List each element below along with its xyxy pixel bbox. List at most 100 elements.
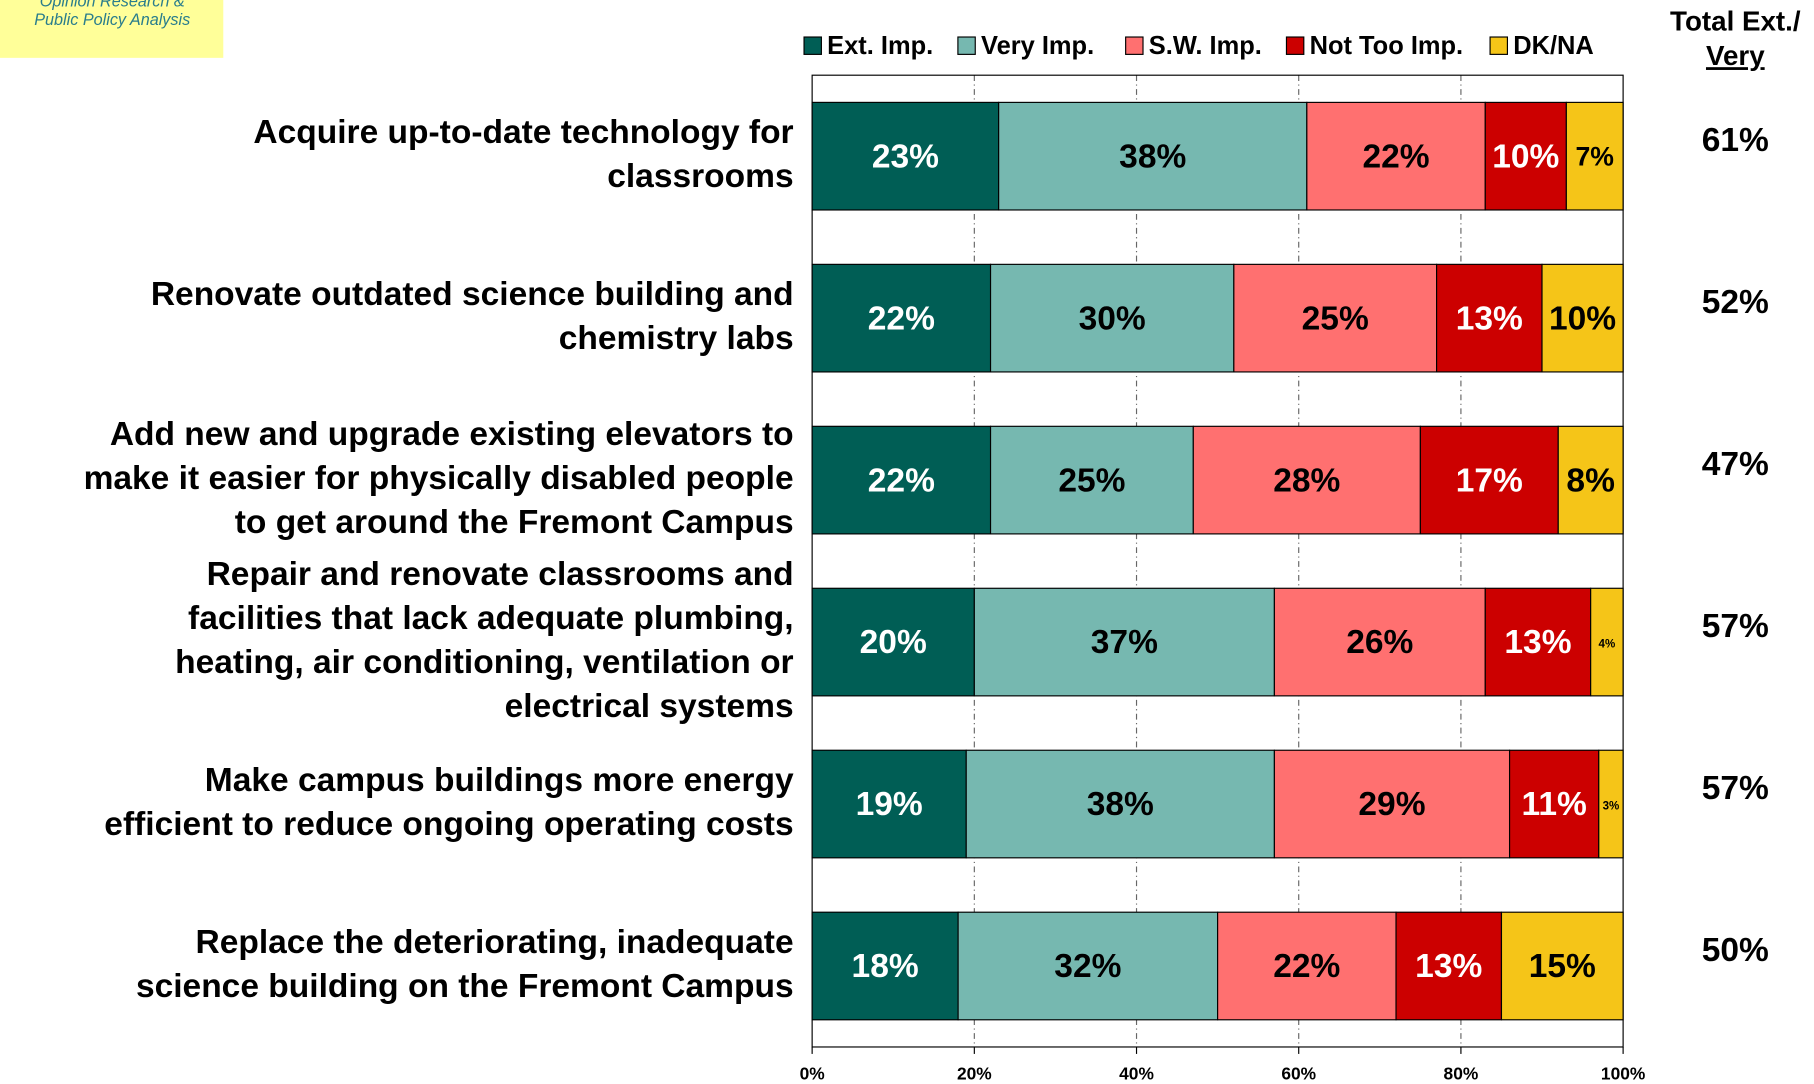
bar-segment [811,911,959,1021]
bar-segment [1217,911,1397,1021]
total-value: 61% [1702,122,1769,159]
value-label: 15% [1529,948,1596,985]
category-line: Make campus buildings more energy [205,762,794,799]
bar-segment [989,425,1194,535]
value-label: 20% [860,624,927,661]
total-value: 50% [1702,932,1769,969]
category-label: Add new and upgrade existing elevators t… [84,416,794,541]
legend-swatch [1285,36,1305,55]
totals-header: Total Ext./ [1670,5,1801,36]
x-tick-label: 20% [957,1063,992,1083]
bar-segment [1541,263,1624,373]
value-label: 17% [1456,462,1523,499]
value-label: 38% [1119,138,1186,175]
bar-segment [1192,425,1421,535]
category-line: Renovate outdated science building and [151,276,794,313]
legend-label: Ext. Imp. [827,32,933,60]
category-line: classrooms [607,158,793,195]
bar-segment [1500,911,1624,1021]
bar-segment [1419,425,1559,535]
x-tick-label: 80% [1444,1063,1479,1083]
value-label: 23% [872,138,939,175]
x-tick-label: 40% [1119,1063,1154,1083]
bar-segment [1508,749,1600,859]
bar-segment [1565,101,1624,211]
x-tick-label: 0% [800,1063,825,1083]
value-label: 29% [1358,786,1425,823]
bar-segment [1484,101,1567,211]
value-label: 10% [1549,300,1616,337]
value-label: 26% [1346,624,1413,661]
category-line: make it easier for physically disabled p… [84,460,794,497]
legend-swatch [1489,36,1509,55]
value-label: 11% [1522,786,1587,823]
value-label: 7% [1576,142,1614,172]
bar-segment [1590,587,1624,697]
total-value: 47% [1702,446,1769,483]
bar-segment [1484,587,1592,697]
total-value: 57% [1702,770,1769,807]
value-label: 18% [852,948,919,985]
bar-segment [1598,749,1624,859]
category-line: to get around the Fremont Campus [235,504,794,541]
category-label: Make campus buildings more energy efficie… [104,762,794,843]
bar-segment [965,749,1275,859]
bar-segment [1273,587,1486,697]
x-tick-label: 60% [1281,1063,1316,1083]
x-tick-label: 100% [1601,1063,1645,1083]
category-label: Acquire up-to-date technology for classro… [253,114,793,195]
totals-header: Very [1706,40,1765,71]
category-line: efficient to reduce ongoing operating co… [104,806,793,843]
value-label: 13% [1504,624,1571,661]
value-label: 22% [868,462,935,499]
bar-segment [811,425,992,535]
bar-segment [989,263,1235,373]
value-label: 3% [1603,800,1620,812]
value-label: 28% [1273,462,1340,499]
value-label: 22% [868,300,935,337]
logo-text: Public Policy Analysis [34,11,190,29]
category-line: science building on the Fremont Campus [136,968,794,1005]
value-label: 38% [1087,786,1154,823]
total-value: 57% [1702,608,1769,645]
category-label: Repair and renovate classrooms and facili… [175,556,793,725]
value-label: 13% [1415,948,1482,985]
category-line: Replace the deteriorating, inadequate [196,924,794,961]
category-label: Renovate outdated science building and ch… [151,276,794,357]
bar-segment [811,101,1000,211]
legend-label: S.W. Imp. [1149,32,1262,60]
value-label: 8% [1566,462,1614,499]
bar-segment [1557,425,1624,535]
value-label: 22% [1273,948,1340,985]
bar-segment [973,587,1275,697]
bar-segment [811,263,992,373]
legend-swatch [1125,36,1144,55]
value-label: 32% [1054,948,1121,985]
value-label: 4% [1599,638,1616,650]
category-line: facilities that lack adequate plumbing, [188,600,794,637]
value-label: 25% [1302,300,1369,337]
legend-swatch [957,36,976,55]
value-label: 19% [856,786,923,823]
value-label: 37% [1091,624,1158,661]
legend-swatch [803,36,822,55]
bar-segment [811,587,975,697]
value-label: 30% [1079,300,1146,337]
logo-text: Opinion Research & [40,0,185,11]
value-label: 13% [1456,300,1523,337]
logo-box [0,0,224,58]
value-label: 25% [1058,462,1125,499]
plot-frame [811,74,1624,1048]
bar-segment [998,101,1308,211]
legend-label: DK/NA [1513,32,1594,60]
category-line: electrical systems [505,688,794,725]
value-label: 22% [1362,138,1429,175]
category-line: heating, air conditioning, ventilation o… [175,644,793,681]
category-line: Add new and upgrade existing elevators t… [110,416,794,453]
value-label: 10% [1492,138,1559,175]
bar-segment [1306,101,1486,211]
legend-label: Not Too Imp. [1310,32,1464,60]
category-line: Repair and renovate classrooms and [207,556,794,593]
